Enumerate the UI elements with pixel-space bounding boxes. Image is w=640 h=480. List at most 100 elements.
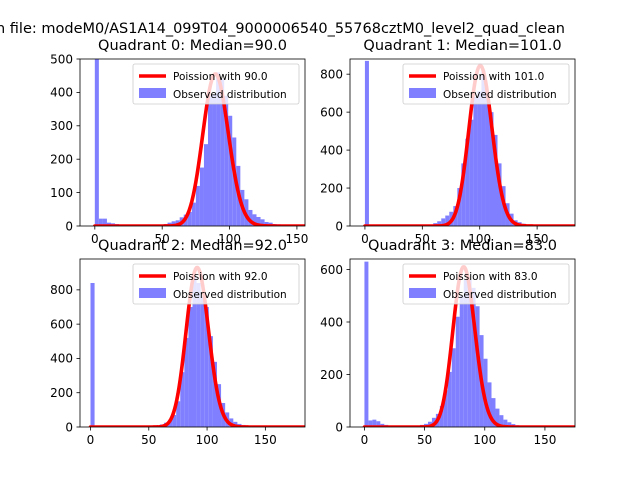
histogram-bar	[94, 59, 99, 226]
histogram-bar	[364, 60, 369, 226]
panel-title: Quadrant 1: Median=101.0	[363, 38, 561, 54]
histogram-bar	[208, 336, 213, 427]
histogram-bar	[495, 408, 500, 427]
y-tick-label: 400	[50, 352, 73, 366]
histogram-bar	[207, 95, 213, 226]
histogram-bar	[471, 287, 476, 427]
legend-poisson-label: Poission with 90.0	[173, 71, 268, 83]
histogram-bar	[461, 163, 466, 226]
histogram-bar	[171, 221, 176, 226]
legend-poisson-label: Poission with 92.0	[173, 271, 268, 283]
quadrant-panel-2: 0 50 100 150 0 200 400 600 800 Quadrant 2: Median…	[50, 238, 306, 447]
histogram-bar	[467, 280, 472, 427]
legend-hist-swatch	[139, 88, 166, 98]
legend-hist-label: Observed distribution	[443, 289, 557, 301]
axes-frame	[79, 258, 306, 428]
figure-suptitle: n file: modeM0/AS1A14_099T04_9000006540_…	[0, 21, 565, 37]
x-tick-label: 100	[196, 433, 219, 447]
histogram-bar	[437, 221, 442, 226]
legend-hist-swatch	[139, 288, 166, 298]
quadrant-panel-3: 0 50 100 150 0 200 400 600 Quadrant 3: Median=83…	[320, 238, 576, 447]
histogram-bar	[220, 79, 225, 226]
legend: Poission with 90.0 Observed distribution	[132, 63, 300, 105]
histogram-bar	[90, 283, 95, 427]
panel-title: Quadrant 3: Median=83.0	[368, 238, 557, 254]
x-tick-label: 50	[417, 433, 432, 447]
histogram-bar	[264, 221, 269, 226]
y-tick-label: 800	[50, 283, 73, 297]
histogram-bar	[196, 283, 201, 427]
y-tick-label: 600	[50, 317, 73, 331]
x-tick-label: 100	[218, 232, 241, 246]
histogram-bars	[364, 60, 562, 226]
x-tick-label: 150	[526, 232, 549, 246]
x-tick-label: 100	[473, 433, 496, 447]
x-tick-label: 50	[155, 232, 170, 246]
histogram-bar	[212, 361, 217, 427]
y-tick-label: 200	[320, 181, 343, 195]
y-tick-label: 400	[50, 86, 73, 100]
histogram-bar	[477, 91, 482, 226]
histogram-bar	[180, 372, 185, 427]
histogram-bar	[184, 337, 189, 427]
y-tick-label: 400	[320, 143, 343, 157]
y-tick-label: 0	[65, 420, 73, 434]
y-tick-label: 0	[65, 219, 73, 233]
histogram-bar	[195, 185, 200, 226]
y-tick-label: 800	[320, 67, 343, 81]
legend-box	[402, 263, 570, 305]
histogram-bar	[200, 296, 205, 427]
x-tick-label: 0	[361, 232, 369, 246]
legend-hist-label: Observed distribution	[173, 89, 287, 101]
axes-frame	[349, 258, 576, 428]
histogram-bar	[443, 390, 448, 427]
histogram-bar	[260, 219, 265, 226]
y-tick-label: 500	[50, 52, 73, 66]
histogram-bar	[441, 218, 446, 226]
histogram-bar	[248, 209, 253, 226]
histogram-bar	[491, 398, 496, 427]
legend-poisson-label: Poission with 83.0	[443, 271, 538, 283]
histogram-bar	[445, 215, 450, 226]
histogram-bar	[228, 115, 233, 226]
histogram-bar	[497, 163, 502, 226]
histogram-bar	[493, 134, 498, 226]
legend: Poission with 92.0 Observed distribution	[132, 263, 300, 305]
histogram-bar	[212, 94, 217, 226]
histogram-bar	[499, 415, 504, 427]
histogram-bar	[172, 415, 177, 427]
histogram-bar	[489, 112, 494, 226]
histogram-bar	[256, 216, 261, 226]
histogram-bar	[475, 306, 480, 427]
y-tick-label: 400	[320, 315, 343, 329]
histogram-bar	[176, 401, 181, 427]
x-tick-label: 150	[285, 232, 308, 246]
y-tick-label: 200	[50, 386, 73, 400]
y-tick-label: 0	[335, 219, 343, 233]
x-tick-label: 0	[361, 433, 369, 447]
histogram-bar	[485, 95, 490, 226]
panel-title: Quadrant 2: Median=92.0	[98, 238, 287, 254]
histogram-bar	[368, 420, 373, 427]
x-tick-label: 150	[254, 433, 277, 447]
legend-box	[132, 263, 300, 305]
histogram-bar	[459, 295, 464, 427]
histogram-bar	[216, 72, 221, 226]
legend-poisson-label: Poission with 101.0	[443, 71, 544, 83]
y-tick-label: 600	[320, 105, 343, 119]
legend: Poission with 83.0 Observed distribution	[402, 263, 570, 305]
x-tick-label: 150	[533, 433, 556, 447]
histogram-bar	[451, 348, 456, 427]
legend: Poission with 101.0 Observed distribution	[402, 63, 570, 105]
legend-hist-swatch	[409, 88, 436, 98]
x-tick-label: 0	[91, 232, 99, 246]
histogram-bar	[481, 70, 486, 226]
histogram-bar	[376, 421, 381, 427]
legend-box	[402, 63, 570, 105]
axes-frame	[349, 58, 576, 227]
legend-hist-swatch	[409, 288, 436, 298]
histogram-bar	[191, 202, 196, 226]
legend-hist-label: Observed distribution	[443, 89, 557, 101]
histogram-bar	[102, 218, 107, 226]
histogram-bar	[465, 138, 470, 226]
